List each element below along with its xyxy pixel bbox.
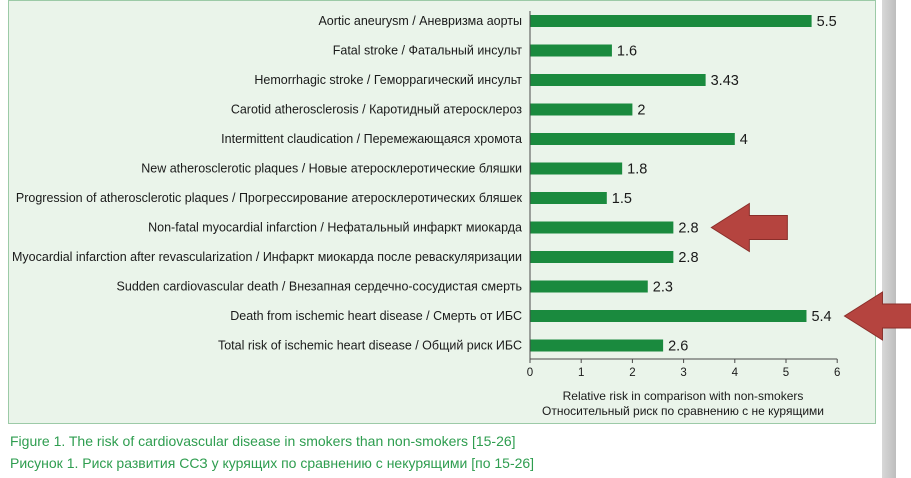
value-label: 2 bbox=[637, 103, 645, 119]
bar bbox=[530, 251, 674, 263]
bar bbox=[530, 339, 664, 352]
category-label: New atherosclerotic plaques / Новые атер… bbox=[141, 162, 522, 176]
x-axis-title-ru: Относительный риск по сравнению с не кур… bbox=[542, 404, 824, 418]
bar bbox=[530, 192, 607, 204]
x-tick-label: 3 bbox=[680, 367, 686, 379]
x-tick-label: 1 bbox=[578, 367, 584, 379]
category-label: Intermittent claudication / Перемежающая… bbox=[221, 132, 522, 146]
x-axis-title-en: Relative risk in comparison with non-smo… bbox=[563, 389, 804, 403]
value-label: 1.6 bbox=[617, 44, 637, 60]
category-label: Sudden cardiovascular death / Внезапная … bbox=[117, 280, 522, 294]
category-label: Total risk of ischemic heart disease / О… bbox=[218, 339, 522, 353]
bars-layer: Aortic aneurysm / Аневризма аорты 5.5 Fata… bbox=[12, 14, 837, 355]
category-label: Non-fatal myocardial infarction / Нефата… bbox=[148, 221, 522, 235]
value-label: 2.8 bbox=[678, 250, 698, 266]
value-label: 4 bbox=[740, 132, 748, 148]
category-label: Carotid atherosclerosis / Каротидный ате… bbox=[231, 103, 522, 117]
value-label: 2.6 bbox=[668, 339, 688, 355]
bar bbox=[530, 310, 807, 322]
x-axis: 0 1 2 3 4 5 6 bbox=[527, 11, 840, 379]
x-tick-label: 2 bbox=[629, 367, 635, 379]
bar bbox=[530, 103, 633, 116]
page-edge-shadow bbox=[882, 0, 896, 478]
bar bbox=[530, 162, 623, 175]
value-label: 2.3 bbox=[653, 280, 673, 296]
bar bbox=[530, 15, 812, 27]
bar bbox=[530, 280, 648, 293]
highlight-arrow bbox=[710, 202, 788, 253]
value-label: 1.8 bbox=[627, 162, 647, 178]
category-label: Progression of atherosclerotic plaques /… bbox=[16, 191, 523, 205]
category-label: Death from ischemic heart disease / Смер… bbox=[230, 309, 522, 323]
x-tick-label: 5 bbox=[783, 367, 789, 379]
bar bbox=[530, 133, 735, 145]
bar bbox=[530, 74, 706, 86]
bar bbox=[530, 44, 612, 57]
category-label: Hemorrhagic stroke / Геморрагический инс… bbox=[254, 73, 522, 87]
value-label: 5.4 bbox=[811, 309, 831, 325]
figure-caption-en: Figure 1. The risk of cardiovascular dis… bbox=[10, 433, 516, 449]
category-label: Fatal stroke / Фатальный инсульт bbox=[333, 44, 523, 58]
chart-panel bbox=[8, 0, 876, 424]
value-label: 3.43 bbox=[711, 73, 739, 89]
category-label: Myocardial infarction after revasculariz… bbox=[12, 250, 522, 264]
x-tick-label: 4 bbox=[732, 367, 739, 379]
value-label: 5.5 bbox=[817, 14, 837, 30]
value-label: 1.5 bbox=[612, 191, 632, 207]
category-label: Aortic aneurysm / Аневризма аорты bbox=[318, 14, 522, 28]
x-tick-label: 6 bbox=[834, 367, 840, 379]
value-label: 2.8 bbox=[678, 221, 698, 237]
figure-caption-ru: Рисунок 1. Риск развития ССЗ у курящих п… bbox=[10, 455, 535, 471]
x-tick-label: 0 bbox=[527, 367, 533, 379]
highlight-arrow bbox=[843, 291, 911, 341]
highlight-arrows bbox=[710, 202, 911, 341]
bar bbox=[530, 221, 674, 234]
